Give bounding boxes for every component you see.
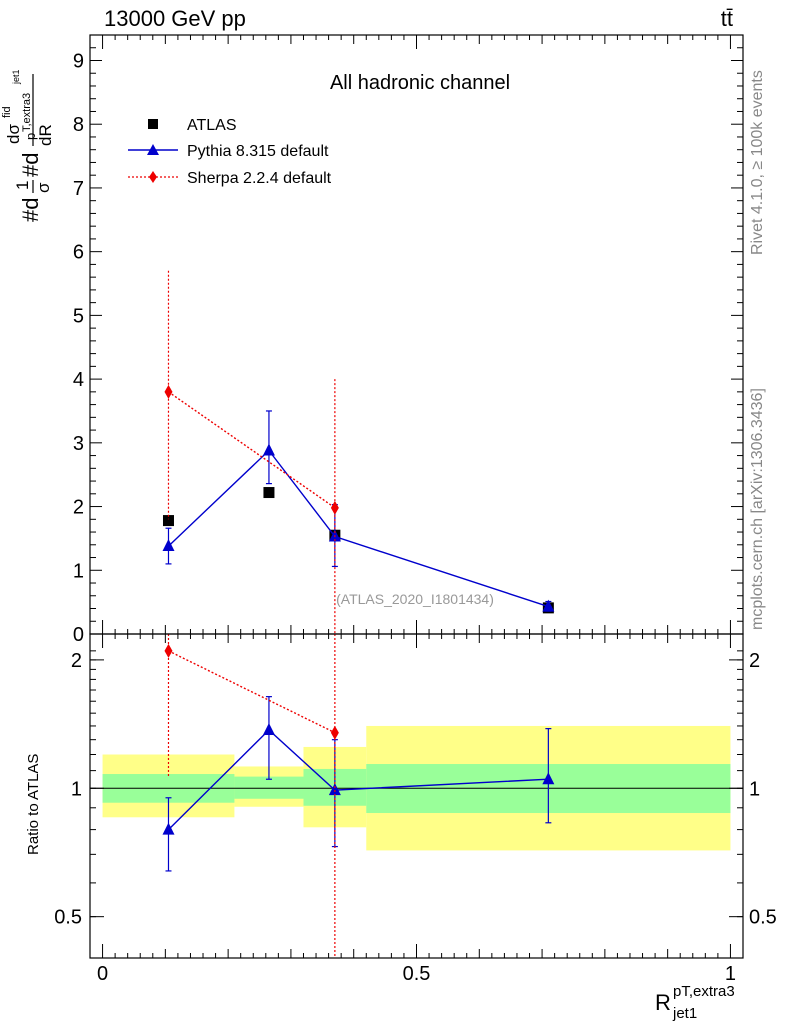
legend-marker-atlas	[148, 119, 158, 129]
ylabel-frac-den: σ	[34, 182, 53, 193]
ratio-x-tick-label: 0	[97, 963, 108, 985]
legend-marker-pythia	[147, 144, 159, 155]
x-axis-label: R pT,extra3 jet1	[655, 983, 735, 1022]
ratio-y-tick-label: 1	[71, 778, 82, 800]
main-series-2-line	[168, 391, 336, 509]
legend-marker-sherpa	[149, 171, 157, 183]
ylabel-jet1: jet1	[11, 69, 21, 85]
legend-label-sherpa: Sherpa 2.2.4 default	[187, 170, 332, 187]
ylabel-dsigma: dσ	[4, 124, 23, 144]
main-y-tick-label: 3	[73, 433, 84, 455]
main-title: All hadronic channel	[330, 72, 510, 94]
ratio-x-tick-label: 1	[725, 963, 736, 985]
main-y-tick-label: 0	[73, 624, 84, 646]
ratio-series-1-point	[330, 725, 339, 740]
ratio-series-1-line	[168, 650, 336, 734]
main-y-tick-label: 6	[73, 242, 84, 264]
mcplots-label: mcplots.cern.ch [arXiv:1306.3436]	[749, 388, 766, 630]
ylabel-frac-num: 1	[13, 181, 32, 190]
legend-label-pythia: Pythia 8.315 default	[187, 143, 329, 160]
ylabel-hashd: #d	[18, 198, 43, 222]
ratio-series-0-point	[328, 783, 341, 796]
ylabel-p: p	[23, 133, 38, 140]
main-series-1-point	[262, 443, 275, 456]
ratio-y-tick-label-right: 1	[749, 778, 760, 800]
legend-label-atlas: ATLAS	[187, 117, 237, 134]
xlabel-sup: pT,extra3	[673, 983, 735, 1000]
ratio-series-0-line	[168, 729, 549, 831]
xlabel-sub: jet1	[672, 1005, 697, 1022]
ratio-y-tick-label-right: 0.5	[749, 907, 777, 929]
ratio-series-0-point	[162, 822, 175, 835]
main-y-tick-label: 4	[73, 369, 84, 391]
main-y-tick-label: 7	[73, 178, 84, 200]
main-series-1-point	[542, 599, 555, 612]
main-panel: 0 1 2 3 4 5 6 7 8 9	[73, 34, 744, 646]
ratio-series-0-point	[262, 722, 275, 735]
ylabel-dR: dR	[36, 124, 55, 146]
main-series-2-point	[330, 500, 339, 515]
rivet-label: Rivet 4.1.0, ≥ 100k events	[749, 70, 766, 255]
ratio-series-1-point	[164, 643, 173, 658]
main-y-tick-label: 5	[73, 305, 84, 327]
main-y-axis-label: #d 1 σ #d dσ fid p T,extra3 dR jet1	[1, 69, 55, 222]
main-series-2-point	[164, 384, 173, 399]
main-y-tick-label: 9	[73, 50, 84, 72]
ratio-y-tick-label: 0.5	[54, 907, 82, 929]
ylabel-hashd2: #d	[18, 153, 43, 177]
ratio-x-tick-label: 0.5	[403, 963, 431, 985]
main-series-0-point	[263, 487, 275, 499]
legend: ATLAS Pythia 8.315 default Sherpa 2.2.4 …	[128, 117, 332, 187]
ratio-y-tick-label: 2	[71, 650, 82, 672]
main-y-tick-label: 1	[73, 560, 84, 582]
main-series-1-line	[168, 449, 549, 608]
ratio-y-axis-label: Ratio to ATLAS	[25, 754, 42, 855]
ratio-y-tick-label-right: 2	[749, 650, 760, 672]
xlabel-R: R	[655, 990, 671, 1015]
main-y-tick-label: 8	[73, 114, 84, 136]
process-label: tt̄	[721, 6, 733, 31]
main-series-0-point	[162, 515, 174, 527]
main-y-tick-label: 2	[73, 497, 84, 519]
ratio-panel: 0 0.5 1 0.5 0.5 1 1 2 2	[54, 633, 777, 985]
analysis-tag: (ATLAS_2020_I1801434)	[336, 591, 494, 607]
svg-text:#d: #d	[18, 198, 43, 222]
ratio-band-green	[234, 776, 304, 799]
main-series-1-point	[162, 539, 175, 552]
energy-label: 13000 GeV pp	[104, 6, 246, 31]
ylabel-ptsub: T,extra3	[21, 93, 33, 132]
ratio-series-0-point	[542, 772, 555, 785]
ylabel-fid: fid	[1, 106, 13, 118]
